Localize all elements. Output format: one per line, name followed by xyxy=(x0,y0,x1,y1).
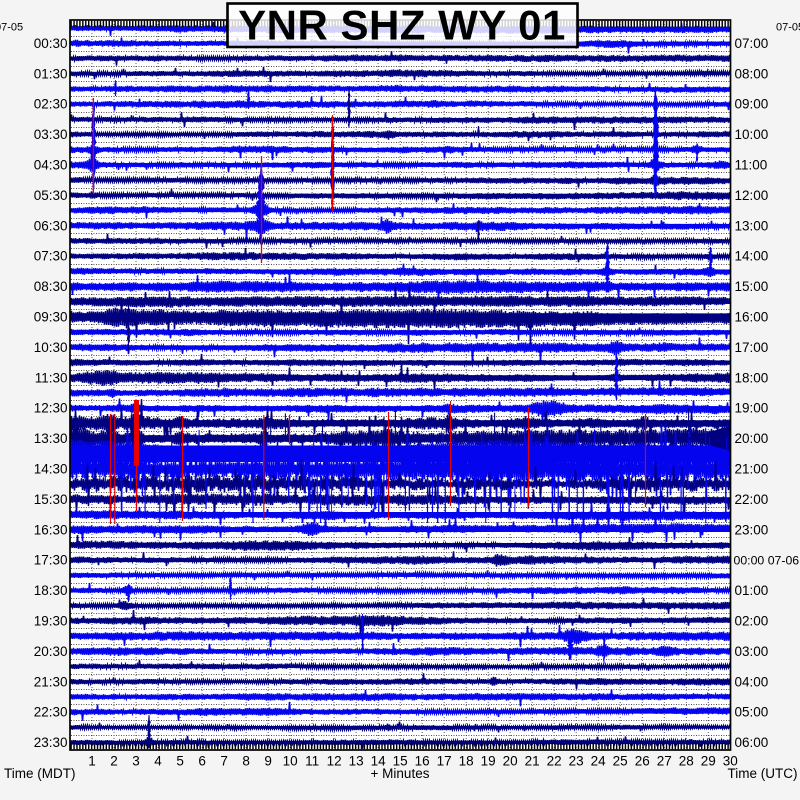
svg-text:10: 10 xyxy=(283,754,298,769)
svg-text:9: 9 xyxy=(264,754,272,769)
svg-text:21:30: 21:30 xyxy=(34,674,68,689)
svg-text:03:00: 03:00 xyxy=(735,644,769,659)
svg-text:11:30: 11:30 xyxy=(35,370,68,385)
svg-text:19: 19 xyxy=(481,754,496,769)
svg-text:05:00: 05:00 xyxy=(735,705,769,720)
svg-text:21:00: 21:00 xyxy=(735,462,769,477)
svg-text:22:00: 22:00 xyxy=(735,492,769,507)
svg-text:4: 4 xyxy=(154,754,162,769)
svg-text:07-05: 07-05 xyxy=(0,22,23,34)
svg-text:19:30: 19:30 xyxy=(34,614,68,629)
svg-text:04:30: 04:30 xyxy=(34,158,68,173)
svg-text:06:30: 06:30 xyxy=(34,218,68,233)
svg-text:21: 21 xyxy=(525,754,540,769)
svg-text:07:30: 07:30 xyxy=(34,249,68,264)
svg-text:05:30: 05:30 xyxy=(34,188,68,203)
svg-text:15:30: 15:30 xyxy=(34,492,68,507)
svg-text:02:30: 02:30 xyxy=(34,97,68,112)
svg-text:13:30: 13:30 xyxy=(34,431,68,446)
svg-text:29: 29 xyxy=(701,754,716,769)
svg-text:24: 24 xyxy=(591,754,607,769)
svg-text:09:30: 09:30 xyxy=(34,310,68,325)
svg-text:15: 15 xyxy=(393,754,408,769)
svg-text:3: 3 xyxy=(132,754,140,769)
svg-text:01:30: 01:30 xyxy=(34,66,68,81)
svg-text:7: 7 xyxy=(220,754,228,769)
svg-text:20:30: 20:30 xyxy=(34,644,68,659)
svg-text:14:30: 14:30 xyxy=(34,462,68,477)
svg-text:16:00: 16:00 xyxy=(735,310,769,325)
svg-text:Time (UTC): Time (UTC) xyxy=(728,766,798,781)
svg-text:09:00: 09:00 xyxy=(735,97,769,112)
svg-text:25: 25 xyxy=(613,754,628,769)
svg-text:07-05: 07-05 xyxy=(776,22,800,34)
svg-text:27: 27 xyxy=(657,754,672,769)
svg-text:YNR SHZ WY 01: YNR SHZ WY 01 xyxy=(238,2,566,49)
svg-text:08:30: 08:30 xyxy=(34,279,68,294)
svg-text:03:30: 03:30 xyxy=(34,127,68,142)
svg-text:+ Minutes: + Minutes xyxy=(371,766,430,781)
svg-text:07:00: 07:00 xyxy=(735,36,769,51)
svg-text:11:00: 11:00 xyxy=(735,158,768,173)
svg-text:Time (MDT): Time (MDT) xyxy=(4,766,75,781)
svg-text:13: 13 xyxy=(349,754,364,769)
svg-text:17:30: 17:30 xyxy=(34,553,68,568)
svg-text:19:00: 19:00 xyxy=(735,401,769,416)
svg-text:10:00: 10:00 xyxy=(735,127,769,142)
svg-text:12: 12 xyxy=(327,754,342,769)
svg-text:28: 28 xyxy=(679,754,694,769)
svg-text:22: 22 xyxy=(547,754,562,769)
svg-text:26: 26 xyxy=(635,754,650,769)
svg-text:30: 30 xyxy=(723,754,738,769)
svg-text:11: 11 xyxy=(305,754,319,769)
svg-text:06:00: 06:00 xyxy=(735,735,769,750)
svg-text:2: 2 xyxy=(110,754,118,769)
svg-text:6: 6 xyxy=(198,754,206,769)
svg-text:01:00: 01:00 xyxy=(735,583,769,598)
svg-text:20: 20 xyxy=(503,754,518,769)
svg-text:02:00: 02:00 xyxy=(735,614,769,629)
svg-text:12:30: 12:30 xyxy=(34,401,68,416)
svg-text:17:00: 17:00 xyxy=(735,340,769,355)
svg-text:20:00: 20:00 xyxy=(735,431,769,446)
svg-text:14: 14 xyxy=(371,754,387,769)
svg-text:8: 8 xyxy=(242,754,250,769)
svg-text:18: 18 xyxy=(459,754,474,769)
svg-text:16: 16 xyxy=(415,754,430,769)
svg-text:22:30: 22:30 xyxy=(34,705,68,720)
svg-text:23: 23 xyxy=(569,754,584,769)
svg-text:1: 1 xyxy=(88,754,96,769)
svg-text:10:30: 10:30 xyxy=(34,340,68,355)
svg-text:08:00: 08:00 xyxy=(735,66,769,81)
svg-text:15:00: 15:00 xyxy=(735,279,769,294)
svg-text:17: 17 xyxy=(437,754,452,769)
svg-text:12:00: 12:00 xyxy=(735,188,769,203)
svg-text:18:00: 18:00 xyxy=(735,370,769,385)
svg-text:14:00: 14:00 xyxy=(735,249,769,264)
svg-text:16:30: 16:30 xyxy=(34,522,68,537)
svg-text:00:00 07-06: 00:00 07-06 xyxy=(734,554,800,568)
svg-text:00:30: 00:30 xyxy=(34,36,68,51)
svg-text:5: 5 xyxy=(176,754,184,769)
svg-text:23:00: 23:00 xyxy=(735,522,769,537)
svg-text:13:00: 13:00 xyxy=(735,218,769,233)
svg-text:04:00: 04:00 xyxy=(735,674,769,689)
svg-text:23:30: 23:30 xyxy=(34,735,68,750)
svg-text:18:30: 18:30 xyxy=(34,583,68,598)
